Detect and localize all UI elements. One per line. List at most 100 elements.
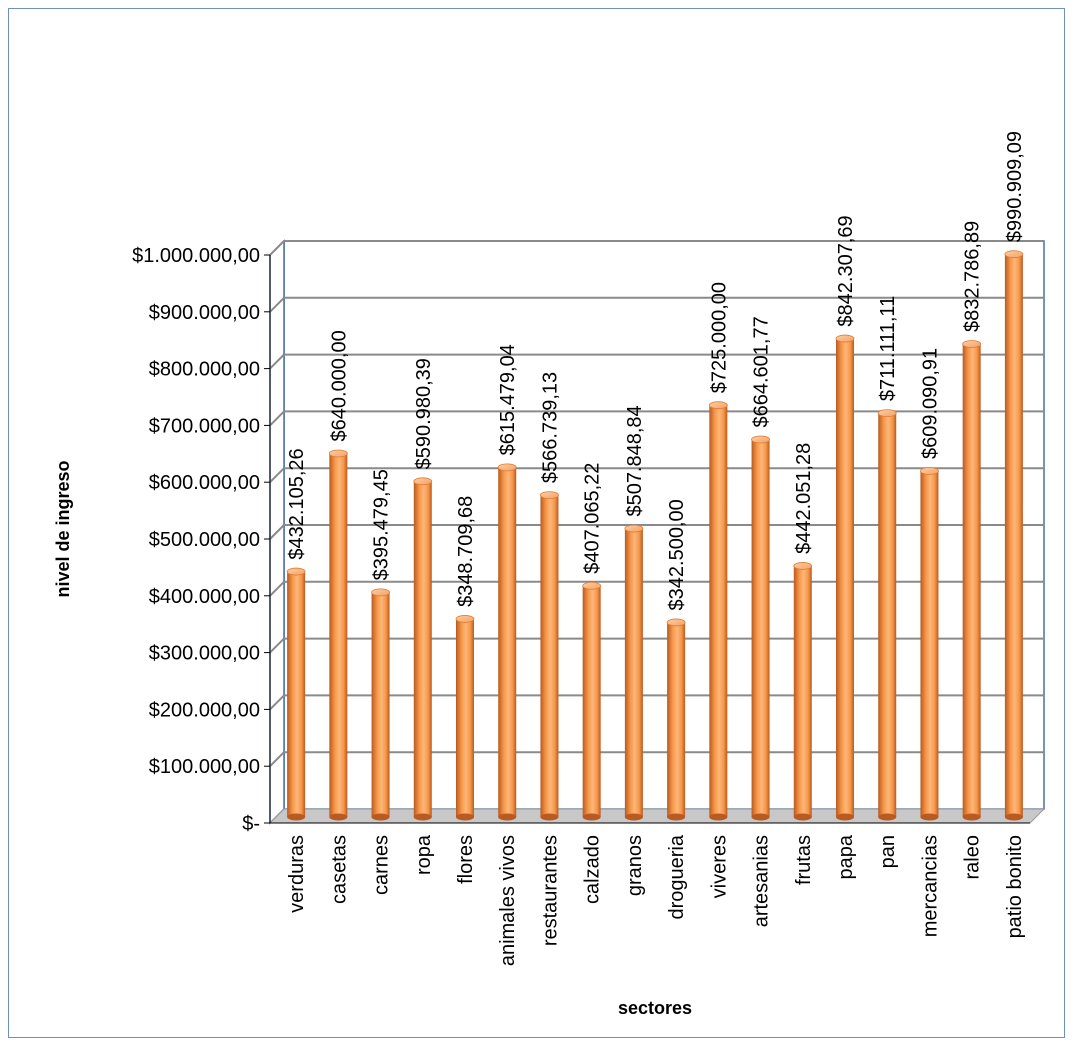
bar-top (286, 567, 306, 576)
data-label: $442.051,28 (793, 443, 815, 554)
bar-base (371, 813, 390, 821)
gridline-side (269, 581, 285, 597)
data-label: $832.786,89 (962, 221, 984, 332)
bar-body (624, 528, 643, 817)
category-label: restaurantes (539, 835, 561, 946)
gridline-side (269, 467, 285, 483)
bar-top (540, 491, 559, 499)
bar-top (793, 562, 813, 570)
data-label: $725.000,00 (708, 282, 730, 393)
y-tick-label: $700.000,00 (149, 415, 260, 437)
labels: $432.105,26 verduras $640.000,00 casetas $39… (286, 131, 1026, 966)
data-label: $348.709,68 (455, 496, 477, 607)
bar-body (709, 405, 728, 817)
category-label: drogueria (666, 834, 688, 919)
bar-base (751, 813, 770, 821)
bar-ropa (413, 477, 433, 821)
bar-raleo (962, 340, 982, 821)
bar-body (456, 618, 474, 817)
axes: $- $100.000,00 $200.000,00 $300.000,00 $400.… (132, 245, 1030, 835)
gridline-side (269, 637, 285, 654)
bar-body (1004, 254, 1023, 817)
gridline-side (269, 694, 285, 711)
y-tick-label: $200.000,00 (149, 699, 260, 721)
bar-base (498, 813, 517, 821)
data-label: $566.739,13 (539, 372, 561, 483)
bar-top (962, 340, 982, 348)
y-tick-label: $600.000,00 (149, 472, 260, 494)
category-label: mercancias (919, 835, 941, 937)
bar-body (751, 439, 770, 817)
bar-viveres (708, 401, 728, 821)
bar-body (329, 453, 348, 817)
data-label: $615.479,04 (497, 344, 519, 455)
bar-base (667, 813, 686, 821)
chart-frame: $- $100.000,00 $200.000,00 $300.000,00 $400.… (8, 8, 1065, 1038)
bar-animales-vivos (497, 463, 517, 821)
category-label: casetas (328, 835, 350, 904)
bar-body (793, 565, 812, 817)
data-label: $609.090,91 (919, 348, 941, 459)
category-label: patio bonito (1004, 835, 1026, 938)
data-label: $507.848,84 (624, 405, 646, 516)
bar-body (413, 481, 432, 817)
bar-frutas (793, 562, 813, 821)
bar-body (540, 495, 559, 817)
category-label: carnes (371, 835, 393, 895)
bar-body (667, 622, 686, 817)
gridline-side (269, 751, 285, 767)
y-tick-label: $1.000.000,00 (132, 245, 260, 267)
bar-chart: $- $100.000,00 $200.000,00 $300.000,00 $400.… (53, 131, 1046, 1018)
bar-top (708, 401, 728, 410)
bar-casetas (328, 449, 348, 821)
bar-base (624, 813, 643, 821)
bar-body (498, 467, 517, 817)
bar-top (751, 435, 770, 444)
bar-top (328, 449, 348, 458)
bar-base (540, 813, 559, 821)
bar-base (962, 813, 981, 821)
bar-base (329, 813, 348, 821)
bar-top (624, 524, 644, 533)
bar-top (497, 463, 517, 472)
y-tick-label: $100.000,00 (149, 756, 260, 778)
category-label: frutas (793, 835, 815, 885)
bar-base (456, 813, 474, 821)
x-axis-title: sectores (618, 998, 692, 1018)
y-axis-title: nivel de ingreso (53, 460, 73, 597)
category-label: raleo (962, 835, 984, 879)
data-label: $342.500,00 (666, 499, 688, 610)
category-label: artesanias (751, 835, 773, 927)
bar-drogueria (666, 618, 686, 821)
bar-base (793, 813, 812, 821)
bar-flores (455, 615, 475, 821)
y-tick-label: $300.000,00 (149, 643, 260, 665)
bar-base (413, 813, 432, 821)
bar-top (877, 409, 897, 417)
gridline-side (269, 524, 285, 540)
data-label: $711.111,11 (877, 296, 899, 401)
gridline-side (269, 297, 285, 313)
bar-body (582, 585, 601, 817)
gridlines (269, 239, 1045, 825)
data-label: $590.980,39 (413, 358, 435, 469)
bar-body (920, 471, 939, 817)
bar-top (413, 477, 433, 486)
bar-body (287, 571, 306, 817)
bar-top (835, 334, 855, 343)
y-tick-label: $- (242, 813, 260, 835)
category-label: ropa (413, 834, 435, 875)
y-tick-label: $800.000,00 (149, 359, 260, 381)
bar-base (920, 813, 939, 821)
bar-artesanias (751, 435, 770, 821)
category-label: papa (835, 834, 857, 879)
data-label: $990.909,09 (1004, 131, 1026, 242)
bar-body (836, 338, 854, 817)
bar-patio-bonito (1004, 250, 1024, 821)
data-label: $432.105,26 (286, 448, 308, 559)
data-label: $842.307,69 (835, 215, 857, 326)
data-label: $664.601,77 (751, 316, 773, 427)
bar-papa (835, 334, 855, 821)
bar-top (920, 467, 939, 475)
bar-top (371, 588, 390, 597)
